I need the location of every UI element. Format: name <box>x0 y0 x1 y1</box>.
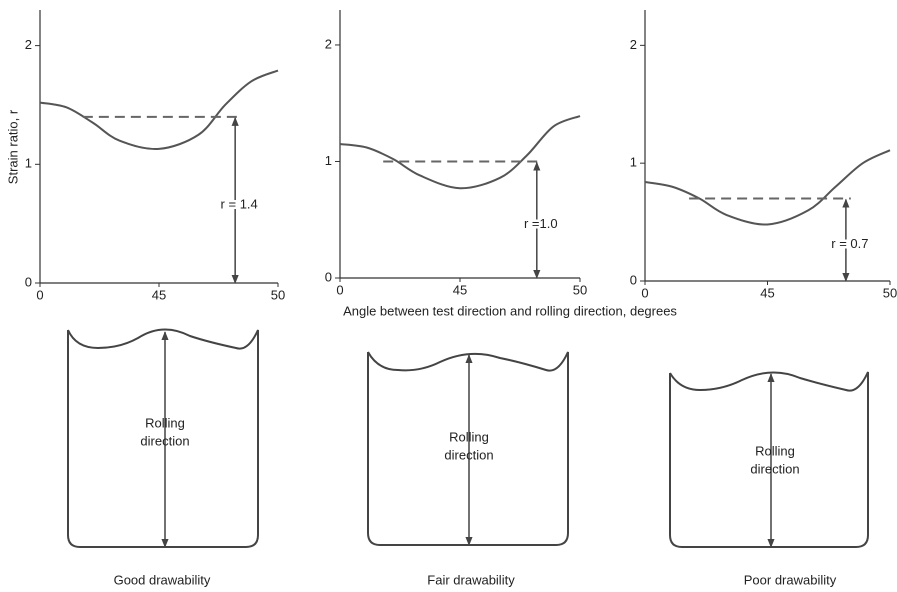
x-tick-label: 50 <box>883 285 897 300</box>
strain-curve <box>339 115 581 190</box>
y-tick-label: 2 <box>325 36 332 51</box>
axis <box>339 10 580 279</box>
cup-outline <box>669 371 869 548</box>
strain-curve <box>644 149 891 226</box>
cup-label: Rolling <box>145 415 185 430</box>
mean-label: r = 0.7 <box>831 236 868 251</box>
cup-outline <box>367 351 569 546</box>
x-tick-label: 45 <box>760 285 774 300</box>
cup-label: direction <box>140 433 189 448</box>
x-axis-label: Angle between test direction and rolling… <box>343 303 677 318</box>
y-axis-label: Strain ratio, r <box>5 109 20 184</box>
y-tick-label: 0 <box>630 272 637 287</box>
y-tick-label: 1 <box>325 153 332 168</box>
x-tick-label: 0 <box>36 287 43 302</box>
cup-label: Rolling <box>755 443 795 458</box>
mean-label: r = 1.4 <box>221 196 258 211</box>
cup-label: direction <box>444 447 493 462</box>
cup-outline <box>67 328 259 548</box>
y-tick-label: 0 <box>325 269 332 284</box>
x-tick-label: 0 <box>641 285 648 300</box>
x-tick-label: 0 <box>336 282 343 297</box>
y-tick-label: 1 <box>630 155 637 170</box>
x-tick-label: 45 <box>453 282 467 297</box>
x-tick-label: 50 <box>271 287 285 302</box>
mean-label: r =1.0 <box>524 216 558 231</box>
cup-caption: Fair drawability <box>427 572 515 587</box>
x-tick-label: 45 <box>152 287 166 302</box>
y-tick-label: 2 <box>25 37 32 52</box>
y-tick-label: 1 <box>25 156 32 171</box>
y-tick-label: 0 <box>25 274 32 289</box>
strain-curve <box>39 69 279 150</box>
cup-label: direction <box>750 461 799 476</box>
y-tick-label: 2 <box>630 37 637 52</box>
axis <box>39 10 278 284</box>
cup-caption: Poor drawability <box>744 572 837 587</box>
cup-caption: Good drawability <box>114 572 211 587</box>
cup-label: Rolling <box>449 429 489 444</box>
x-tick-label: 50 <box>573 282 587 297</box>
